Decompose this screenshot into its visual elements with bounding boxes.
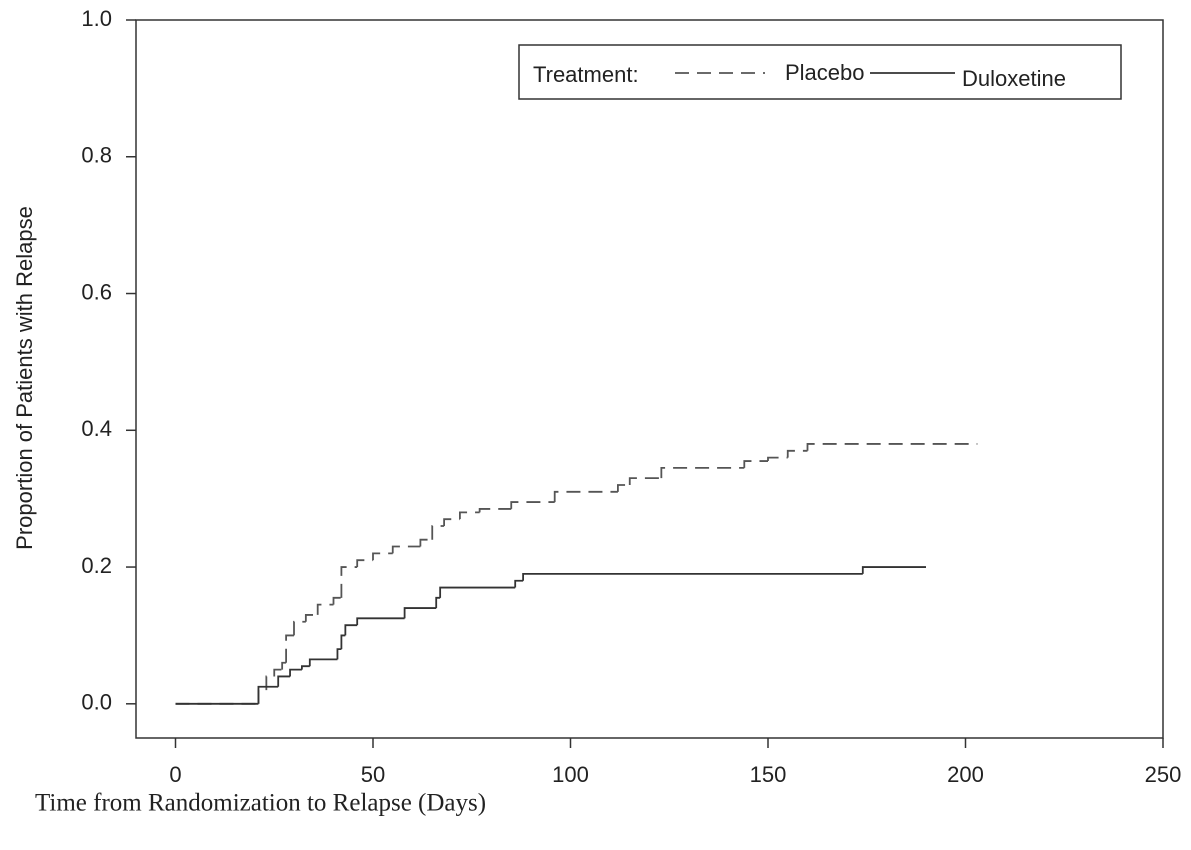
- y-tick-label: 0.4: [81, 416, 112, 441]
- y-tick-label: 0.2: [81, 553, 112, 578]
- legend-box: [518, 44, 1122, 100]
- step-segment: [356, 617, 405, 626]
- step-segment: [660, 466, 745, 479]
- x-axis-label: Time from Randomization to Relapse (Days…: [35, 790, 486, 817]
- step-segment: [514, 579, 524, 588]
- plot-frame: [135, 19, 1164, 739]
- step-segment: [439, 586, 516, 598]
- step-segment: [743, 460, 768, 468]
- step-segment: [257, 689, 267, 704]
- step-segment: [285, 634, 294, 663]
- step-segment: [372, 552, 393, 561]
- step-segment: [628, 477, 662, 485]
- step-segment: [391, 545, 421, 554]
- step-segment: [273, 668, 283, 677]
- step-segment: [478, 508, 512, 513]
- x-tick-label: 50: [361, 762, 385, 787]
- x-tick-label: 250: [1145, 762, 1182, 787]
- y-tick-label: 0.6: [81, 279, 112, 304]
- step-segment: [336, 648, 342, 660]
- step-segment: [861, 566, 926, 574]
- step-segment: [340, 566, 358, 598]
- x-tick-label: 200: [947, 762, 984, 787]
- step-segment: [340, 634, 346, 650]
- step-segment: [304, 614, 318, 622]
- step-segment: [257, 685, 279, 704]
- step-segment: [403, 607, 437, 619]
- step-segment: [767, 456, 788, 462]
- step-segment: [281, 661, 287, 670]
- step-segment: [522, 572, 863, 581]
- step-segment: [265, 675, 275, 691]
- step-segment: [786, 449, 808, 458]
- legend-title: Treatment:: [533, 62, 639, 87]
- step-segment: [301, 665, 310, 670]
- x-tick-label: 150: [750, 762, 787, 787]
- step-segment: [435, 596, 441, 609]
- step-segment: [806, 443, 978, 451]
- y-axis-label: Proportion of Patients with Relapse: [12, 206, 37, 550]
- legend-label: Duloxetine: [962, 66, 1066, 91]
- step-segment: [459, 511, 480, 520]
- step-segment: [316, 603, 334, 615]
- x-tick-label: 0: [169, 762, 181, 787]
- legend-label: Placebo: [785, 60, 865, 85]
- step-segment: [344, 624, 358, 636]
- step-segment: [356, 559, 373, 568]
- x-tick-label: 100: [552, 762, 589, 787]
- step-segment: [510, 501, 555, 509]
- step-segment: [617, 484, 630, 492]
- step-segment: [553, 490, 618, 503]
- step-segment: [289, 668, 302, 677]
- step-segment: [443, 518, 460, 527]
- y-tick-label: 0.8: [81, 143, 112, 168]
- step-segment: [293, 620, 306, 636]
- y-tick-label: 1.0: [81, 6, 112, 31]
- step-segment: [308, 658, 338, 667]
- step-segment: [419, 538, 433, 547]
- step-segment: [277, 675, 291, 687]
- y-tick-label: 0.0: [81, 690, 112, 715]
- step-segment: [332, 596, 342, 605]
- step-segment: [431, 525, 445, 540]
